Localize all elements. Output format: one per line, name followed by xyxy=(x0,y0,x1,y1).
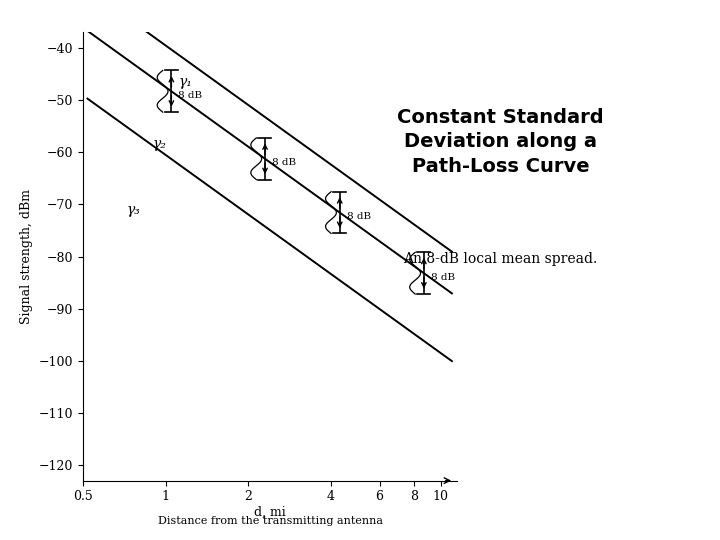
Text: 8 dB: 8 dB xyxy=(272,158,296,167)
Text: 8 dB: 8 dB xyxy=(179,91,202,100)
Text: γ₁: γ₁ xyxy=(179,75,193,89)
Text: γ₂: γ₂ xyxy=(153,138,167,151)
Text: γ₃: γ₃ xyxy=(126,202,140,217)
Text: 8 dB: 8 dB xyxy=(347,212,371,221)
Text: 8 dB: 8 dB xyxy=(431,273,455,282)
Y-axis label: Signal strength, dBm: Signal strength, dBm xyxy=(20,189,33,324)
Text: An 8-dB local mean spread.: An 8-dB local mean spread. xyxy=(403,252,598,266)
Text: Constant Standard
Deviation along a
Path-Loss Curve: Constant Standard Deviation along a Path… xyxy=(397,108,603,176)
Text: Distance from the transmitting antenna: Distance from the transmitting antenna xyxy=(158,516,382,526)
X-axis label: d, mi: d, mi xyxy=(254,506,286,519)
